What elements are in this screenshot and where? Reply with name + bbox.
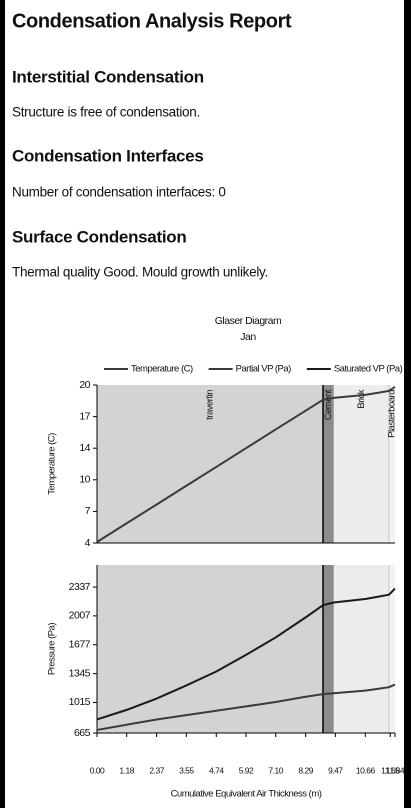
report-title: Condensation Analysis Report — [12, 10, 292, 32]
section-text: Structure is free of condensation. — [12, 105, 200, 120]
section-heading: Surface Condensation — [12, 227, 186, 246]
layer-band — [333, 385, 389, 543]
layer-band — [97, 385, 324, 543]
x-tick-label: 2.37 — [149, 765, 164, 775]
x-tick-label: 0.00 — [90, 765, 105, 775]
y-axis-label: Pressure (Pa) — [47, 623, 58, 675]
layer-label: Brick — [356, 389, 367, 408]
section-text: Thermal quality Good. Mould growth unlik… — [12, 265, 268, 280]
section-heading: Condensation Interfaces — [12, 146, 203, 165]
x-tick-label: 8.29 — [298, 765, 313, 775]
layer-label: travertin — [205, 390, 216, 420]
layer-band — [333, 565, 389, 733]
chart-title: Glaser Diagram — [215, 315, 282, 327]
y-tick-label: 2007 — [69, 610, 91, 622]
x-tick-label: 4.74 — [209, 765, 224, 775]
x-tick-label: 11.84 — [386, 765, 405, 775]
y-tick-label: 1015 — [69, 696, 91, 708]
series-line — [96, 683, 396, 731]
x-tick-label: 7.10 — [268, 765, 283, 775]
right-border — [404, 0, 411, 808]
layer-band — [388, 385, 395, 543]
x-tick-label: 5.92 — [239, 765, 254, 775]
y-tick-label: 10 — [79, 474, 90, 486]
series-line — [96, 386, 396, 543]
chart-subtitle: Jan — [240, 331, 256, 343]
section-text: Number of condensation interfaces: 0 — [12, 185, 226, 200]
y-tick-label: 17 — [79, 410, 90, 422]
layer-band — [323, 565, 334, 733]
y-tick-label: 7 — [85, 505, 91, 517]
series-line — [96, 587, 396, 721]
y-tick-label: 4 — [85, 537, 91, 549]
y-tick-label: 1677 — [69, 638, 91, 650]
x-tick-label: 11.65 — [381, 765, 400, 775]
left-border — [0, 0, 5, 808]
legend-label: Partial VP (Pa) — [236, 364, 291, 375]
y-tick-label: 1345 — [69, 667, 91, 679]
x-tick-label: 3.55 — [179, 765, 194, 775]
x-tick-label: 1.18 — [119, 765, 134, 775]
legend-label: Temperature (C) — [131, 364, 193, 375]
x-axis-label: Cumulative Equivalent Air Thickness (m) — [171, 789, 322, 800]
y-tick-label: 14 — [79, 442, 90, 454]
layer-label: Cement — [323, 389, 334, 420]
y-tick-label: 665 — [74, 727, 91, 739]
layer-band — [323, 385, 334, 543]
legend-label: Saturated VP (Pa) — [334, 364, 403, 375]
layer-band — [388, 565, 395, 733]
layer-band — [97, 565, 324, 733]
x-tick-label: 9.47 — [328, 765, 343, 775]
x-tick-label: 10.66 — [356, 765, 376, 775]
y-tick-label: 20 — [79, 379, 90, 391]
y-axis-label: Temperature (C) — [47, 433, 58, 495]
layer-label: Plasterboard — [386, 390, 397, 438]
section-heading: Interstitial Condensation — [12, 67, 204, 86]
y-tick-label: 2337 — [69, 581, 91, 593]
